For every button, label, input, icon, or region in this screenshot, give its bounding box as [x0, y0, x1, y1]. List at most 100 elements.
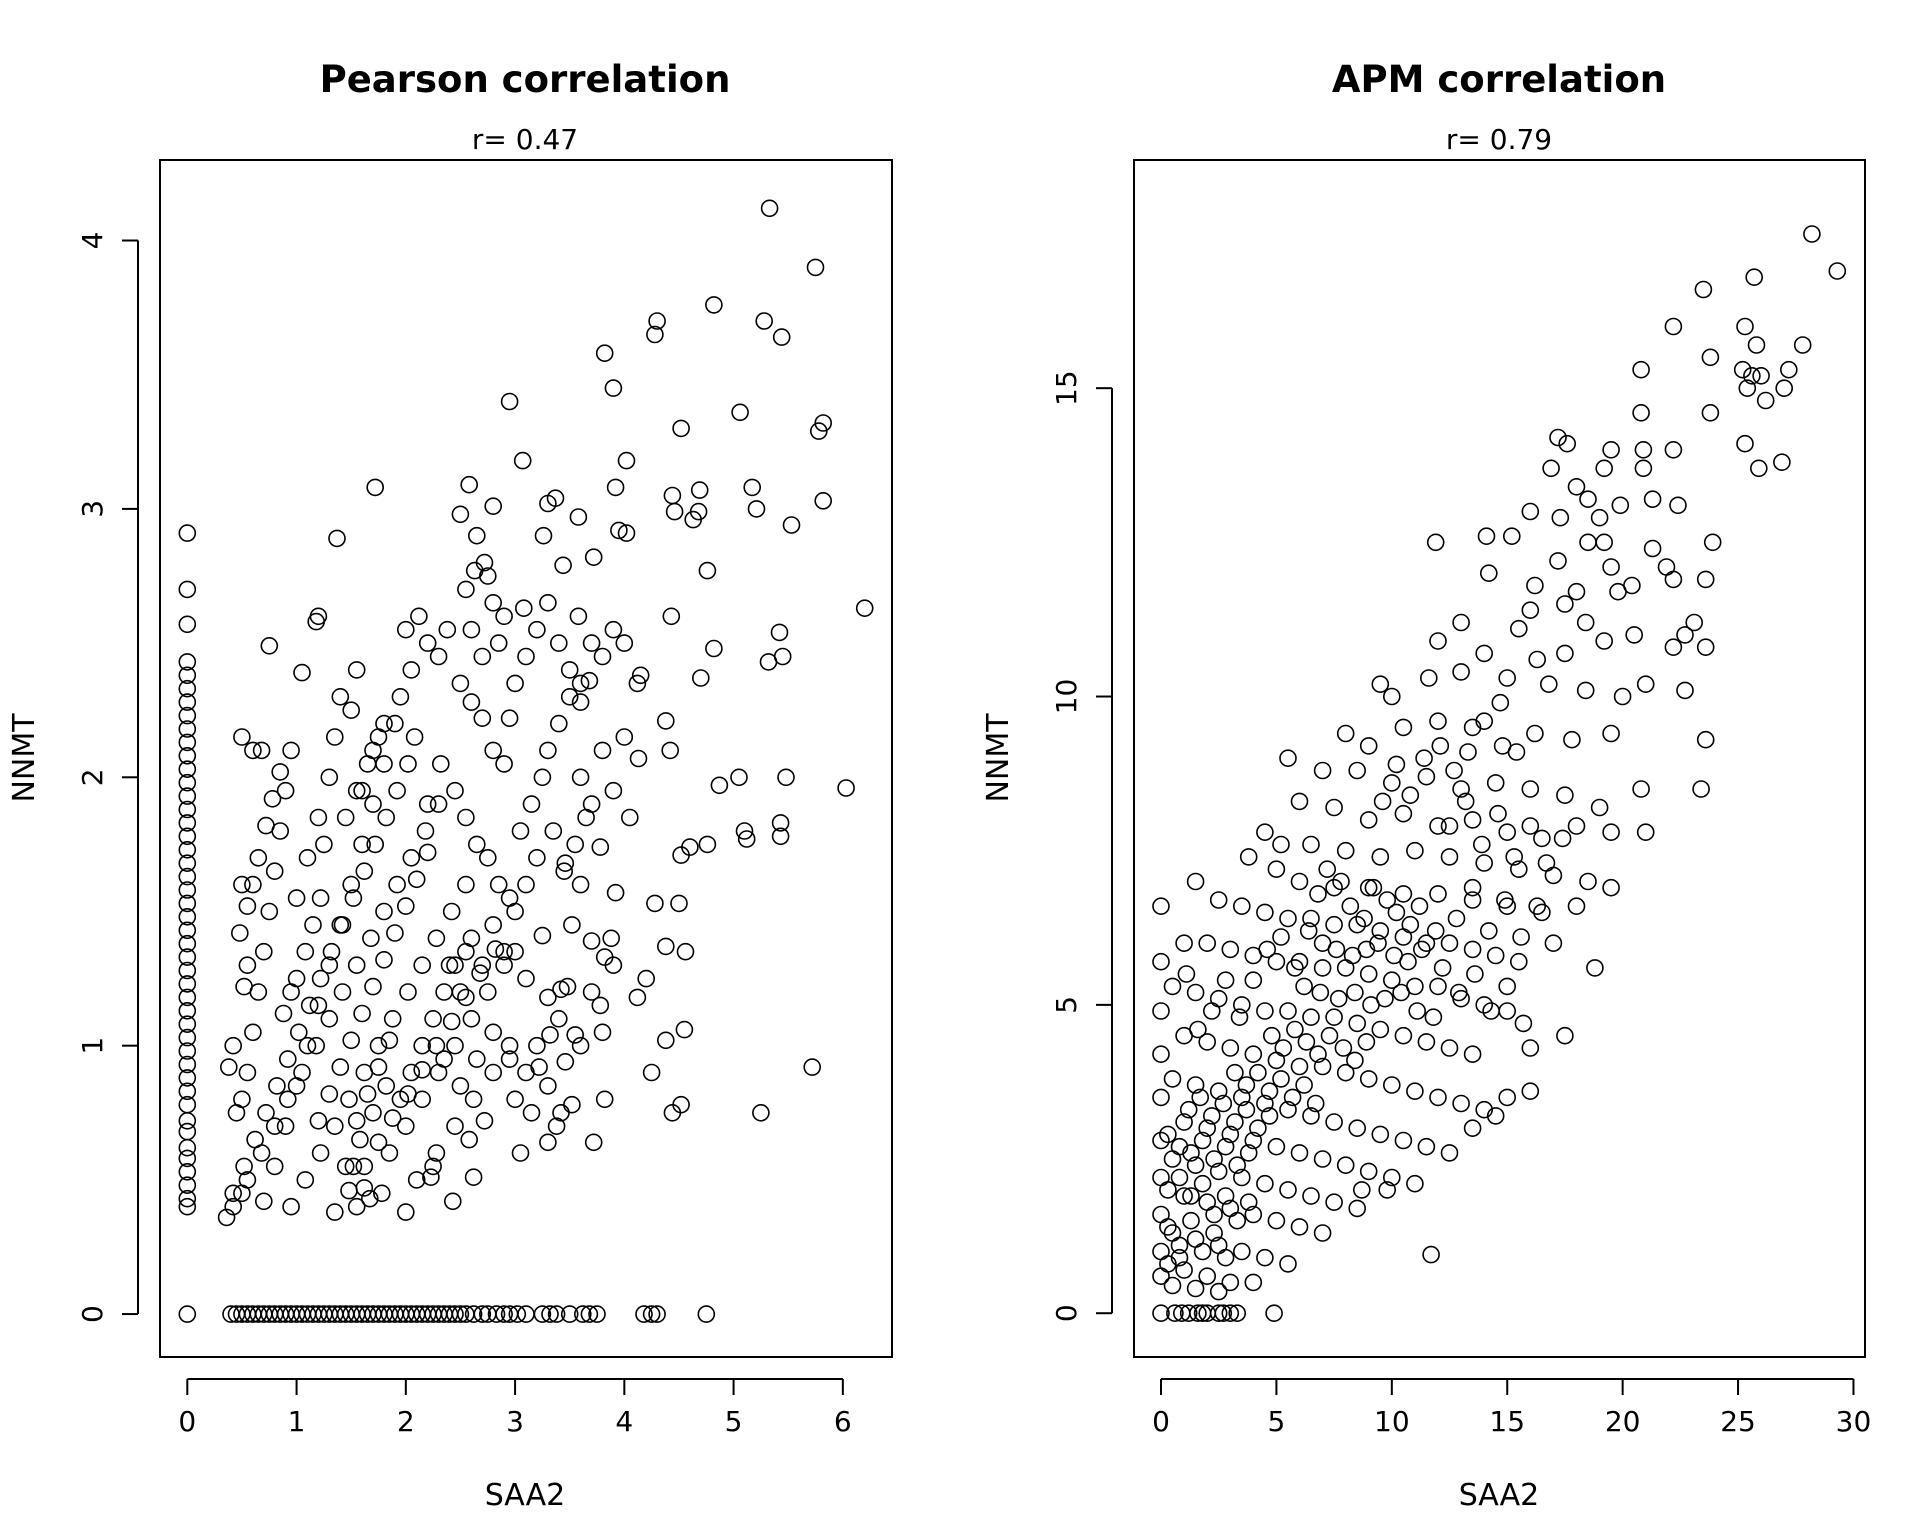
pearson-data-point	[309, 1112, 328, 1130]
pearson-data-point	[604, 956, 623, 975]
pearson-data-point	[656, 1031, 675, 1050]
apm-data-point	[1295, 977, 1313, 996]
apm-data-point	[1394, 804, 1413, 823]
pearson-data-point	[320, 956, 339, 975]
pearson-data-point	[386, 714, 404, 733]
apm-data-point	[1503, 527, 1521, 546]
apm-data-point	[1193, 1242, 1212, 1261]
apm-data-point	[1537, 854, 1556, 872]
apm-data-point	[1318, 860, 1336, 879]
apm-data-point	[1267, 1211, 1286, 1230]
pearson-data-point	[431, 755, 450, 773]
pearson-data-point	[278, 1050, 297, 1068]
apm-data-point	[1302, 1107, 1320, 1125]
apm-data-point	[1498, 669, 1516, 687]
pearson-data-point	[178, 746, 197, 765]
apm-y-tick-label: 0	[1050, 1304, 1083, 1322]
apm-data-point	[1498, 823, 1516, 842]
pearson-data-point	[271, 763, 290, 781]
apm-data-point	[1664, 638, 1683, 657]
apm-data-point	[1256, 903, 1274, 922]
apm-data-point	[1685, 613, 1703, 632]
apm-data-point	[1482, 1002, 1500, 1020]
pearson-data-point	[457, 580, 475, 599]
apm-data-point	[1237, 1076, 1256, 1094]
apm-data-point	[1590, 798, 1609, 817]
pearson-data-point	[814, 414, 833, 432]
pearson-data-point	[582, 634, 601, 652]
pearson-data-point	[569, 508, 588, 526]
apm-data-point	[1348, 1014, 1366, 1033]
pearson-data-point	[528, 1036, 546, 1055]
pearson-data-point	[307, 612, 326, 631]
pearson-data-point	[347, 1112, 366, 1130]
pearson-data-point	[735, 822, 754, 840]
apm-data-point	[1237, 1100, 1256, 1119]
apm-data-point	[1216, 1137, 1235, 1156]
pearson-data-point	[178, 787, 197, 805]
apm-data-point	[1510, 860, 1528, 879]
pearson-data-point	[517, 647, 535, 666]
pearson-data-point	[178, 975, 197, 993]
apm-data-point	[1486, 1107, 1505, 1125]
pearson-data-point	[418, 634, 437, 652]
apm-data-point	[1413, 940, 1431, 959]
pearson-data-point	[617, 451, 636, 470]
apm-data-point	[1198, 1119, 1216, 1137]
pearson-data-point	[478, 983, 497, 1001]
pearson-data-point	[325, 1117, 344, 1135]
pearson-data-point	[631, 666, 650, 685]
pearson-data-point	[407, 870, 426, 889]
apm-data-point	[1309, 1045, 1327, 1063]
apm-data-point	[1182, 1144, 1200, 1162]
apm-data-point	[1475, 712, 1493, 731]
apm-data-point	[1290, 1144, 1309, 1162]
pearson-data-point	[257, 1104, 275, 1122]
pearson-data-point	[464, 1305, 483, 1323]
apm-data-point	[1325, 915, 1343, 934]
pearson-x-tick-label: 4	[615, 1405, 633, 1438]
apm-data-point	[1556, 595, 1574, 613]
apm-data-point	[1383, 971, 1401, 990]
pearson-data-point	[772, 328, 791, 346]
apm-data-point	[1186, 983, 1205, 1002]
apm-data-point	[1477, 527, 1496, 546]
apm-data-point	[1440, 848, 1459, 866]
pearson-data-point	[464, 1168, 483, 1186]
pearson-data-point	[554, 556, 572, 575]
apm-data-point	[1325, 1193, 1343, 1211]
apm-x-tick-label: 10	[1374, 1405, 1410, 1438]
apm-data-point	[1567, 582, 1586, 601]
pearson-data-point	[500, 392, 519, 411]
pearson-data-point	[278, 1090, 297, 1109]
pearson-data-point	[388, 875, 406, 894]
apm-data-point	[1664, 440, 1683, 459]
pearson-data-point	[377, 1077, 396, 1095]
apm-data-point	[1290, 792, 1309, 811]
apm-data-point	[1456, 792, 1475, 811]
pearson-data-point	[672, 419, 690, 438]
pearson-data-point	[238, 956, 257, 975]
pearson-data-point	[358, 1085, 377, 1103]
apm-data-point	[1325, 798, 1343, 817]
pearson-data-point	[377, 808, 396, 827]
apm-data-point	[1186, 1279, 1205, 1298]
pearson-data-point	[648, 1305, 666, 1323]
apm-y-tick-label: 15	[1050, 370, 1083, 406]
apm-data-point	[1170, 1137, 1189, 1156]
pearson-data-point	[369, 1133, 388, 1152]
pearson-data-point	[571, 693, 590, 711]
apm-data-point	[1394, 718, 1413, 737]
apm-data-point	[1230, 1008, 1249, 1027]
pearson-data-point	[325, 728, 344, 746]
pearson-data-point	[340, 1090, 358, 1109]
pearson-data-point	[342, 1031, 361, 1050]
apm-data-point	[1325, 878, 1343, 897]
pearson-data-point	[628, 988, 647, 1007]
pearson-data-point	[566, 835, 585, 854]
apm-x-tick-label: 0	[1152, 1405, 1170, 1438]
pearson-data-point	[556, 1053, 575, 1071]
apm-data-point	[1203, 1107, 1221, 1125]
pearson-data-point	[663, 1104, 682, 1122]
